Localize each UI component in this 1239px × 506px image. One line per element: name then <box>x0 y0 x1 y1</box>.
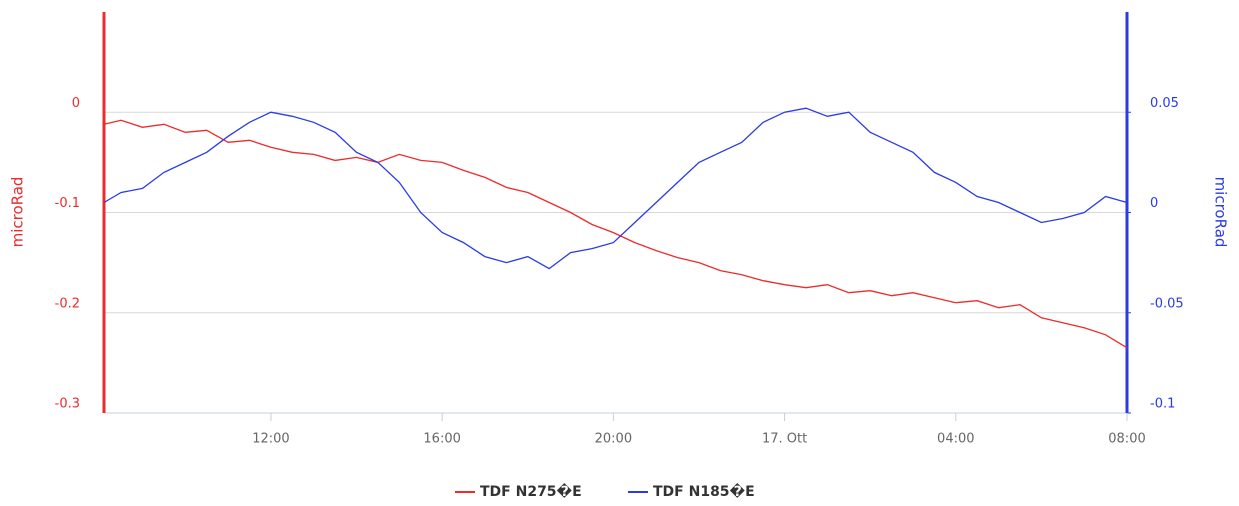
x-tick-label: 20:00 <box>595 432 632 447</box>
y-tick-label: -0.3 <box>55 397 80 412</box>
y2-axis-title: microRad <box>1212 177 1230 248</box>
y2-tick-label: -0.05 <box>1150 296 1184 311</box>
y2-tick-label: -0.1 <box>1150 397 1175 412</box>
y2-tick-label: 0.05 <box>1150 96 1179 111</box>
x-tick-label: 12:00 <box>252 432 289 447</box>
y-tick-label: -0.1 <box>55 196 80 211</box>
legend-label: TDF N185�E <box>653 483 755 500</box>
series-line <box>103 107 1128 270</box>
y-axis-title: microRad <box>9 177 27 248</box>
x-tick-label: 16:00 <box>423 432 460 447</box>
x-tick-label: 17. Ott <box>762 432 807 447</box>
legend-label: TDF N275�E <box>480 483 582 500</box>
x-tick-label: 08:00 <box>1108 432 1145 447</box>
y-tick-label: -0.2 <box>55 296 80 311</box>
y-tick-label: 0 <box>72 96 80 111</box>
x-tick-label: 04:00 <box>937 432 974 447</box>
series-line <box>103 119 1128 349</box>
y2-tick-label: 0 <box>1150 196 1158 211</box>
